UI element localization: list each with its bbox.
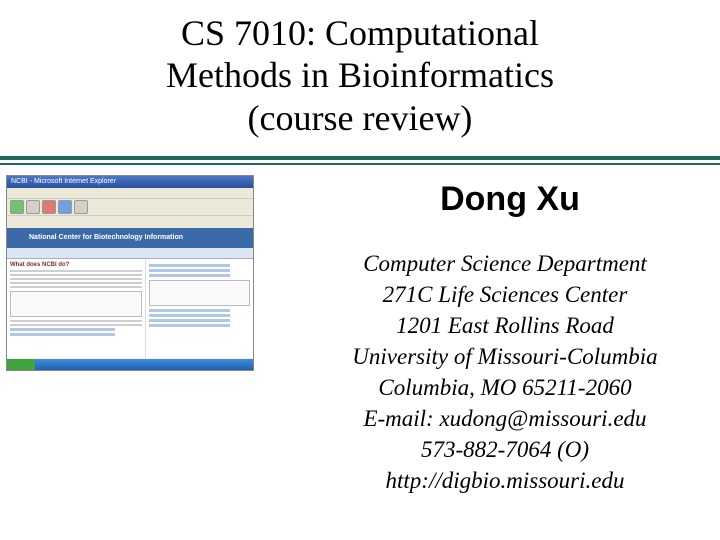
text-line — [10, 278, 142, 280]
link-line — [149, 274, 230, 277]
page-body: National Center for Biotechnology Inform… — [7, 228, 253, 358]
text-line — [10, 274, 142, 276]
slide-title: CS 7010: Computational Methods in Bioinf… — [0, 0, 720, 139]
right-column — [145, 259, 253, 358]
stop-icon — [42, 200, 56, 214]
author-name: Dong Xu — [310, 180, 710, 219]
text-line — [10, 324, 142, 326]
title-line-2: Methods in Bioinformatics — [166, 55, 554, 95]
back-icon — [10, 200, 24, 214]
ncbi-logo-block — [7, 228, 25, 248]
ie-menubar — [7, 188, 253, 199]
home-icon — [74, 200, 88, 214]
link-line — [10, 333, 115, 336]
link-line — [149, 269, 230, 272]
link-line — [10, 328, 115, 331]
left-heading: What does NCBI do? — [10, 262, 142, 268]
detail-street: 1201 East Rollins Road — [396, 313, 614, 338]
text-line — [10, 282, 142, 284]
left-column: What does NCBI do? — [7, 259, 145, 358]
ie-toolbar — [7, 199, 253, 216]
link-line — [149, 324, 230, 327]
refresh-icon — [58, 200, 72, 214]
divider-thin — [0, 163, 720, 165]
slide: CS 7010: Computational Methods in Bioinf… — [0, 0, 720, 540]
link-line — [149, 319, 230, 322]
detail-phone: 573-882-7064 (O) — [421, 437, 589, 462]
detail-room: 271C Life Sciences Center — [383, 282, 628, 307]
start-button — [7, 359, 35, 370]
content-box — [149, 280, 250, 306]
text-line — [10, 286, 142, 288]
forward-icon — [26, 200, 40, 214]
text-line — [10, 270, 142, 272]
title-divider — [0, 156, 720, 165]
title-line-3: (course review) — [248, 98, 473, 138]
content-box — [10, 291, 142, 317]
text-line — [10, 320, 142, 322]
link-line — [149, 264, 230, 267]
divider-thick — [0, 156, 720, 160]
detail-dept: Computer Science Department — [363, 251, 647, 276]
link-line — [149, 309, 230, 312]
detail-city: Columbia, MO 65211-2060 — [378, 375, 631, 400]
title-line-1: CS 7010: Computational — [181, 13, 539, 53]
detail-email: E-mail: xudong@missouri.edu — [363, 406, 646, 431]
link-line — [149, 314, 230, 317]
page-main: What does NCBI do? — [7, 259, 253, 358]
detail-url: http://digbio.missouri.edu — [386, 468, 625, 493]
detail-university: University of Missouri-Columbia — [352, 344, 657, 369]
ie-titlebar: NCBI - Microsoft Internet Explorer — [7, 176, 253, 188]
ncbi-tabs — [7, 248, 253, 259]
contact-details: Computer Science Department 271C Life Sc… — [300, 248, 710, 496]
windows-taskbar — [7, 359, 253, 370]
ncbi-banner: National Center for Biotechnology Inform… — [25, 228, 253, 248]
browser-screenshot: NCBI - Microsoft Internet Explorer Natio… — [6, 175, 254, 371]
